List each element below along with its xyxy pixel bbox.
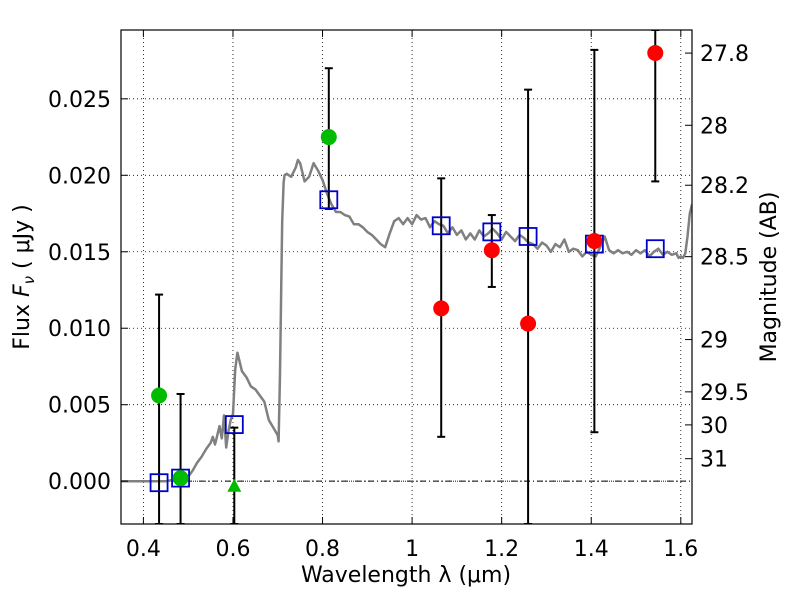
y2-tick-label: 30 (700, 414, 728, 439)
red-circle-marker (483, 242, 500, 259)
y-axis-title-prefix: Flux (10, 297, 35, 350)
x-tick-label: 1 (405, 537, 419, 562)
model-square-marker (645, 239, 665, 259)
y-tick-label: 0.025 (48, 88, 111, 113)
markers (149, 44, 665, 493)
x-tick-label: 1.4 (574, 537, 609, 562)
y2-tick-label: 28.2 (700, 174, 749, 199)
red-circle-marker (520, 315, 537, 332)
red-circle-marker (647, 44, 664, 61)
x-tick-label: 0.6 (215, 537, 250, 562)
y2-tick-label: 29.5 (700, 381, 749, 406)
x-tick-label: 1.6 (663, 537, 698, 562)
y2-tick-label: 28.5 (700, 246, 749, 271)
green-circle-marker (320, 129, 337, 146)
y2-tick-label: 29 (700, 329, 728, 354)
x-tick-label: 0.4 (126, 537, 161, 562)
red-circle-marker (433, 300, 450, 317)
model-square-marker (518, 227, 538, 246)
y-axis-title-suffix: ( μJy ) (10, 204, 35, 276)
model-square-marker (319, 190, 339, 210)
model-square-marker (224, 415, 244, 434)
green-circle-marker (151, 387, 168, 404)
y-tick-label: 0.000 (48, 470, 111, 495)
x-axis-title: Wavelength λ (μm) (301, 563, 511, 588)
y-axis-title-subscript: ν (20, 276, 38, 284)
model-square-marker (431, 216, 451, 236)
y-tick-label: 0.015 (48, 241, 111, 266)
upper-limit-triangle-marker (227, 478, 242, 492)
green-circle-marker (172, 470, 189, 487)
plot-frame (120, 29, 693, 525)
model-square-marker (171, 468, 190, 488)
x-tick-label: 1.2 (484, 537, 519, 562)
ticks (121, 30, 692, 524)
model-square-marker (482, 222, 502, 242)
y2-tick-label: 31 (700, 448, 728, 473)
tick-labels: 0.4 0.6 0.8 1 1.2 1.4 1.6 0.000 0.005 0.010 0.015 0… (48, 42, 749, 562)
y-axis-title: Flux Fν ( μJy ) (10, 204, 38, 349)
y-tick-label: 0.010 (48, 317, 111, 342)
y2-axis-title: Magnitude (AB) (757, 192, 782, 363)
y2-tick-label: 27.8 (700, 42, 749, 67)
y-axis-title-symbol: F (10, 284, 35, 297)
model-square-marker (149, 473, 169, 493)
x-tick-label: 0.8 (305, 537, 340, 562)
y-tick-label: 0.005 (48, 394, 111, 419)
y-tick-label: 0.020 (48, 164, 111, 189)
model-spectrum-line (121, 158, 692, 483)
y2-tick-label: 28 (700, 114, 728, 139)
red-circle-marker (586, 233, 603, 250)
